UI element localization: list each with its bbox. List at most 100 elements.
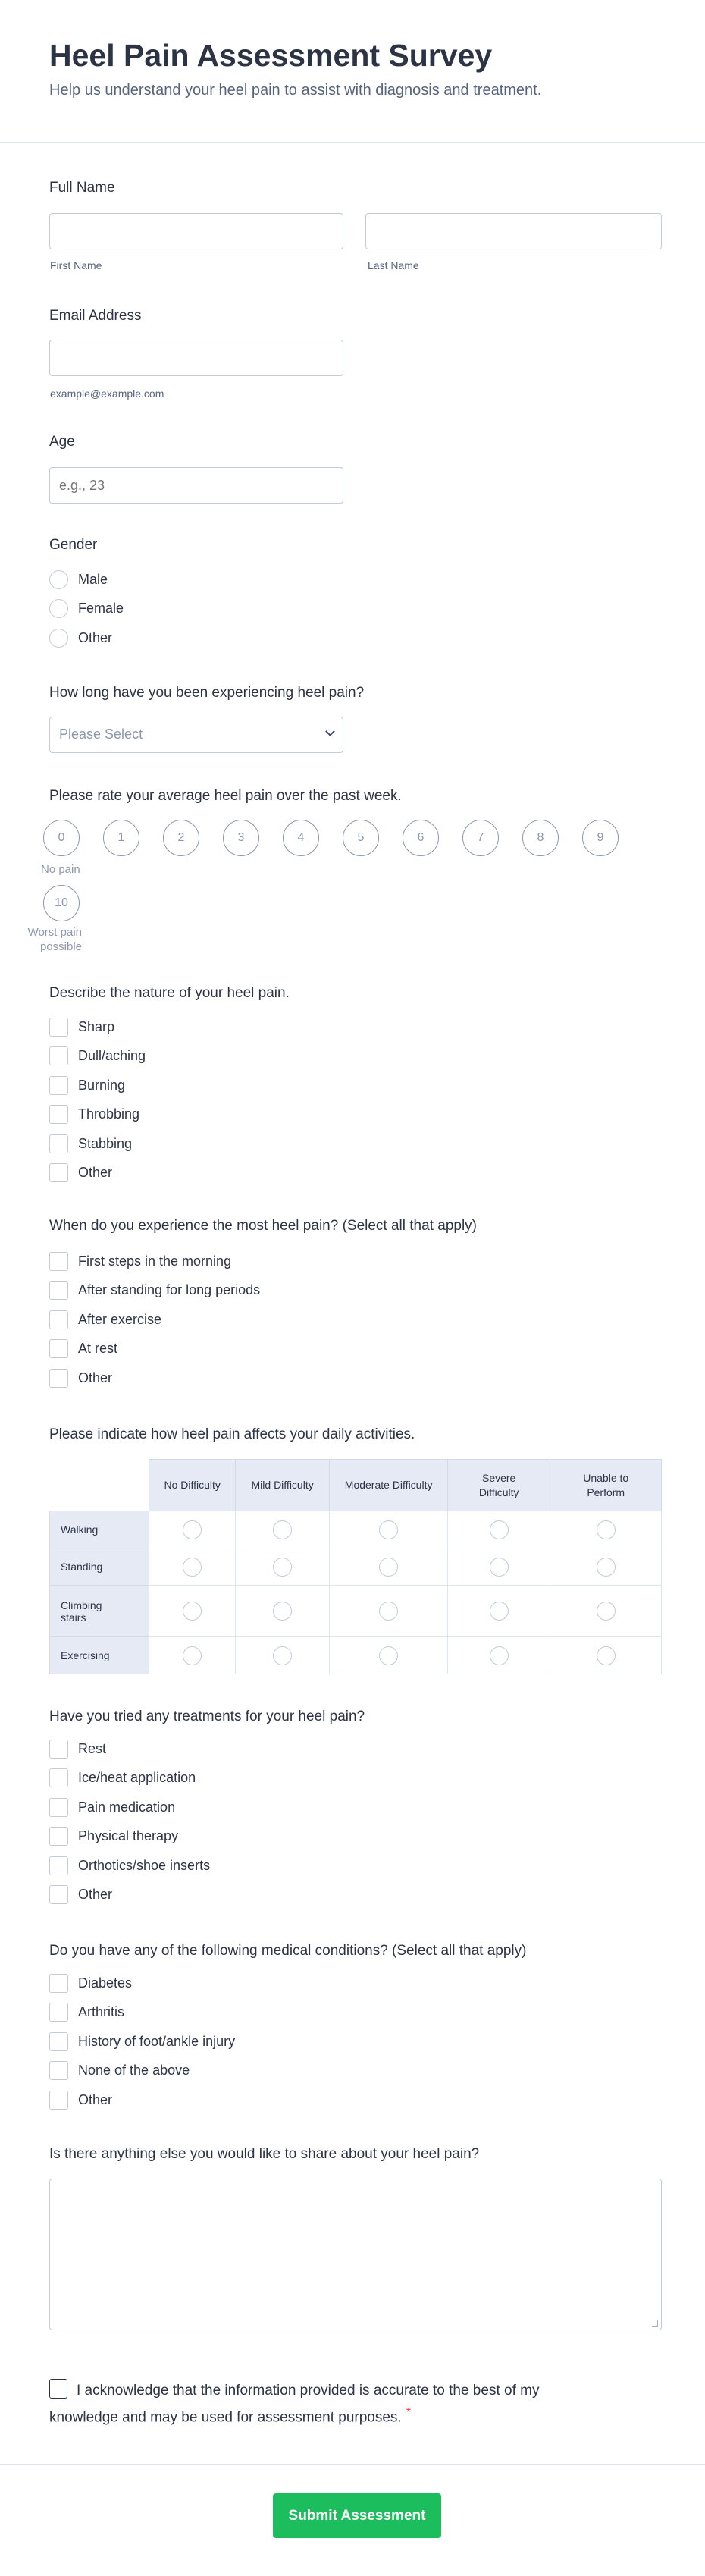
treatments-option[interactable]: Ice/heat application bbox=[49, 1767, 196, 1790]
radio-button[interactable] bbox=[49, 628, 68, 648]
treatments-option[interactable]: Pain medication bbox=[49, 1796, 175, 1818]
radio-button[interactable] bbox=[273, 1557, 293, 1577]
gender-option[interactable]: Other bbox=[49, 626, 112, 649]
rating-option-1[interactable]: 1 bbox=[103, 820, 139, 856]
radio-button[interactable] bbox=[596, 1602, 616, 1621]
comments-textarea[interactable] bbox=[49, 2179, 662, 2330]
nature-option[interactable]: Burning bbox=[49, 1074, 125, 1097]
radio-button[interactable] bbox=[596, 1557, 616, 1577]
radio-button[interactable] bbox=[379, 1557, 399, 1577]
gender-option[interactable]: Male bbox=[49, 568, 108, 591]
when-option-label: At rest bbox=[78, 1341, 118, 1356]
checkbox[interactable] bbox=[49, 1856, 68, 1875]
nature-option[interactable]: Stabbing bbox=[49, 1132, 132, 1155]
nature-option[interactable]: Throbbing bbox=[49, 1103, 139, 1126]
rating-option-8[interactable]: 8 bbox=[522, 820, 559, 856]
rating-option-6[interactable]: 6 bbox=[403, 820, 439, 856]
radio-button[interactable] bbox=[489, 1602, 509, 1621]
radio-button[interactable] bbox=[489, 1646, 509, 1665]
treatments-option[interactable]: Orthotics/shoe inserts bbox=[49, 1854, 210, 1877]
checkbox[interactable] bbox=[49, 1973, 68, 1993]
radio-button[interactable] bbox=[273, 1646, 293, 1665]
submit-button[interactable]: Submit Assessment bbox=[273, 2493, 441, 2538]
treatments-option[interactable]: Physical therapy bbox=[49, 1825, 178, 1848]
rating-option-9[interactable]: 9 bbox=[582, 820, 619, 856]
radio-button[interactable] bbox=[489, 1557, 509, 1577]
last-name-input[interactable] bbox=[365, 213, 662, 249]
checkbox[interactable] bbox=[49, 2003, 68, 2022]
radio-button[interactable] bbox=[183, 1602, 202, 1621]
checkbox[interactable] bbox=[49, 1163, 68, 1182]
radio-button[interactable] bbox=[379, 1602, 399, 1621]
checkbox[interactable] bbox=[49, 2032, 68, 2051]
rating-option-5[interactable]: 5 bbox=[343, 820, 379, 856]
radio-button[interactable] bbox=[273, 1602, 293, 1621]
when-option[interactable]: After standing for long periods bbox=[49, 1279, 260, 1302]
conditions-option-label: Diabetes bbox=[78, 1975, 133, 1991]
conditions-option[interactable]: Other bbox=[49, 2088, 112, 2111]
resize-grip-icon[interactable] bbox=[652, 2320, 658, 2327]
radio-button[interactable] bbox=[49, 599, 68, 618]
checkbox[interactable] bbox=[49, 1105, 68, 1124]
radio-button[interactable] bbox=[183, 1520, 202, 1539]
when-option[interactable]: After exercise bbox=[49, 1308, 161, 1331]
treatments-option[interactable]: Rest bbox=[49, 1737, 106, 1760]
acknowledge-checkbox[interactable] bbox=[49, 2379, 67, 2399]
matrix-cell bbox=[329, 1636, 448, 1674]
checkbox[interactable] bbox=[49, 1339, 68, 1358]
nature-option[interactable]: Other bbox=[49, 1162, 112, 1184]
treatments-option[interactable]: Other bbox=[49, 1884, 112, 1906]
checkbox[interactable] bbox=[49, 1251, 68, 1271]
when-option[interactable]: At rest bbox=[49, 1338, 118, 1360]
gender-option[interactable]: Female bbox=[49, 598, 124, 620]
rating-option-2[interactable]: 2 bbox=[163, 820, 199, 856]
radio-button[interactable] bbox=[379, 1646, 399, 1665]
radio-button[interactable] bbox=[379, 1520, 399, 1539]
radio-button[interactable] bbox=[49, 569, 68, 589]
checkbox[interactable] bbox=[49, 1797, 68, 1817]
radio-button[interactable] bbox=[596, 1520, 616, 1539]
radio-button[interactable] bbox=[596, 1646, 616, 1665]
conditions-option[interactable]: Diabetes bbox=[49, 1972, 132, 1994]
checkbox[interactable] bbox=[49, 2090, 68, 2110]
radio-button[interactable] bbox=[273, 1520, 293, 1539]
checkbox[interactable] bbox=[49, 1310, 68, 1329]
matrix-cell bbox=[550, 1585, 662, 1637]
when-option[interactable]: Other bbox=[49, 1366, 112, 1389]
nature-option[interactable]: Dull/aching bbox=[49, 1045, 146, 1068]
radio-button[interactable] bbox=[183, 1557, 202, 1577]
checkbox[interactable] bbox=[49, 1739, 68, 1759]
rating-option-0[interactable]: 0 bbox=[43, 820, 80, 856]
nature-option[interactable]: Sharp bbox=[49, 1015, 114, 1038]
radio-button[interactable] bbox=[183, 1646, 202, 1665]
checkbox[interactable] bbox=[49, 1885, 68, 1904]
rating-option-10[interactable]: 10 bbox=[43, 885, 80, 921]
checkbox[interactable] bbox=[49, 2061, 68, 2080]
matrix-cell bbox=[329, 1585, 448, 1637]
checkbox[interactable] bbox=[49, 1134, 68, 1153]
checkbox[interactable] bbox=[49, 1017, 68, 1037]
rating-option-4[interactable]: 4 bbox=[283, 820, 319, 856]
matrix-column-header: Mild Difficulty bbox=[234, 1459, 331, 1511]
required-mark: * bbox=[406, 2406, 411, 2419]
chevron-down-icon bbox=[325, 726, 335, 736]
checkbox[interactable] bbox=[49, 1046, 68, 1065]
matrix-cell bbox=[149, 1585, 236, 1637]
age-input[interactable] bbox=[49, 467, 343, 504]
nature-label: Describe the nature of your heel pain. bbox=[49, 985, 290, 1001]
duration-select[interactable]: Please Select bbox=[49, 717, 343, 753]
when-option[interactable]: First steps in the morning bbox=[49, 1250, 231, 1272]
conditions-option[interactable]: None of the above bbox=[49, 2060, 190, 2082]
radio-button[interactable] bbox=[489, 1520, 509, 1539]
first-name-input[interactable] bbox=[49, 213, 343, 249]
checkbox[interactable] bbox=[49, 1281, 68, 1300]
rating-option-3[interactable]: 3 bbox=[223, 820, 259, 856]
email-input[interactable] bbox=[49, 340, 343, 376]
checkbox[interactable] bbox=[49, 1368, 68, 1388]
conditions-option[interactable]: History of foot/ankle injury bbox=[49, 2030, 235, 2053]
checkbox[interactable] bbox=[49, 1075, 68, 1095]
rating-option-7[interactable]: 7 bbox=[462, 820, 499, 856]
conditions-option[interactable]: Arthritis bbox=[49, 2001, 124, 2024]
checkbox[interactable] bbox=[49, 1827, 68, 1846]
checkbox[interactable] bbox=[49, 1768, 68, 1787]
